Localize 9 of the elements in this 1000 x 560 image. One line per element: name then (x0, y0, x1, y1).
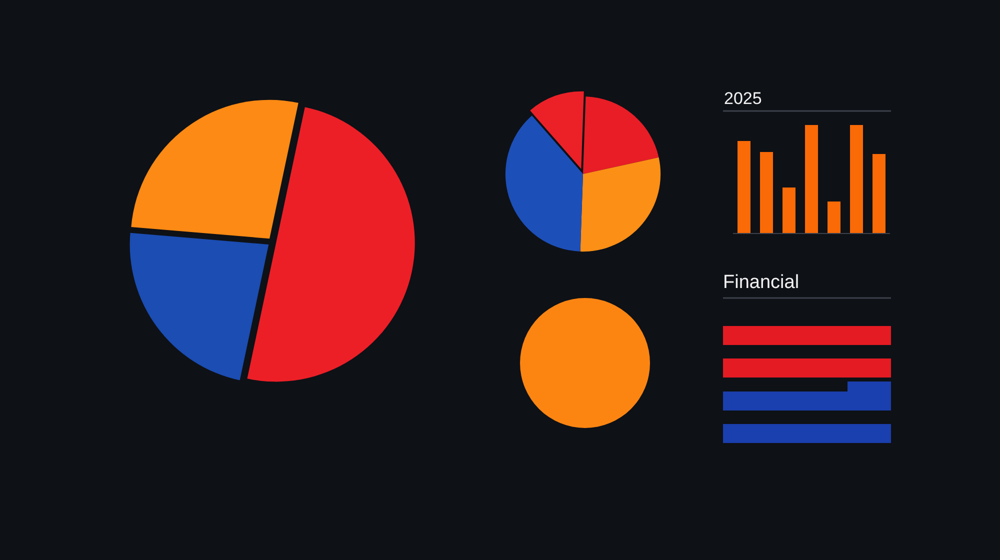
bar (827, 202, 840, 233)
bar (805, 125, 818, 233)
bar (850, 125, 863, 233)
bar (760, 152, 774, 233)
bar (782, 188, 796, 233)
bar (738, 141, 751, 233)
chart-title: 2025 (724, 89, 762, 108)
bar (872, 154, 886, 233)
chart-title: Financial (723, 272, 800, 293)
